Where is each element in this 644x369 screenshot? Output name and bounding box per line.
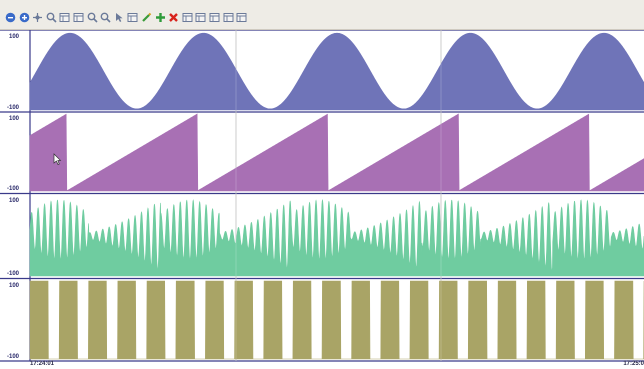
series-sawtooth[interactable] xyxy=(29,113,644,192)
zoom-box-icon[interactable] xyxy=(45,11,58,23)
series-area-sine xyxy=(29,32,644,111)
chart-toolbar xyxy=(0,0,644,30)
y-tick-max-label: 100 xyxy=(9,34,20,40)
grid-view-icon[interactable] xyxy=(181,11,194,23)
export-icon[interactable] xyxy=(235,11,248,23)
print-icon[interactable] xyxy=(222,11,235,23)
series-area-sawtooth xyxy=(29,113,644,192)
zoom-in-all-icon[interactable] xyxy=(18,11,31,23)
series-area-square xyxy=(29,280,644,360)
y-tick-max-label: 100 xyxy=(9,198,20,204)
waveform-chart[interactable]: 100 -100 100 -100 100 -100 100 -100 xyxy=(0,30,644,369)
y-tick-max-label: 100 xyxy=(9,283,20,289)
add-icon[interactable] xyxy=(154,11,167,23)
y-tick-min-label: -100 xyxy=(7,354,20,360)
mouse-cursor-icon xyxy=(53,153,62,165)
series-sine[interactable] xyxy=(29,32,644,111)
delete-icon[interactable] xyxy=(167,11,180,23)
zoom-in-icon[interactable] xyxy=(86,11,99,23)
x-axis-start-time: 17:24:01 xyxy=(30,361,55,367)
save-icon[interactable] xyxy=(208,11,221,23)
zoom-vertical-icon[interactable] xyxy=(72,11,85,23)
pan-icon[interactable] xyxy=(31,11,44,23)
y-tick-min-label: -100 xyxy=(7,186,20,192)
y-tick-min-label: -100 xyxy=(7,105,20,111)
zoom-out-icon[interactable] xyxy=(99,11,112,23)
y-tick-min-label: -100 xyxy=(7,271,20,277)
series-square[interactable] xyxy=(29,280,644,360)
series-area-burst xyxy=(29,199,644,277)
chart-area[interactable]: 100 -100 100 -100 100 -100 100 -100 17:24:01 17… xyxy=(0,30,644,369)
edit-icon[interactable] xyxy=(140,11,153,23)
table-view-icon[interactable] xyxy=(126,11,139,23)
x-axis-end-time: 17:25:0 xyxy=(623,361,644,367)
layout-icon[interactable] xyxy=(194,11,207,23)
y-tick-max-label: 100 xyxy=(9,116,20,122)
zoom-horizontal-icon[interactable] xyxy=(58,11,71,23)
zoom-out-all-icon[interactable] xyxy=(4,11,17,23)
cursor-icon[interactable] xyxy=(113,11,126,23)
series-burst[interactable] xyxy=(29,199,644,277)
